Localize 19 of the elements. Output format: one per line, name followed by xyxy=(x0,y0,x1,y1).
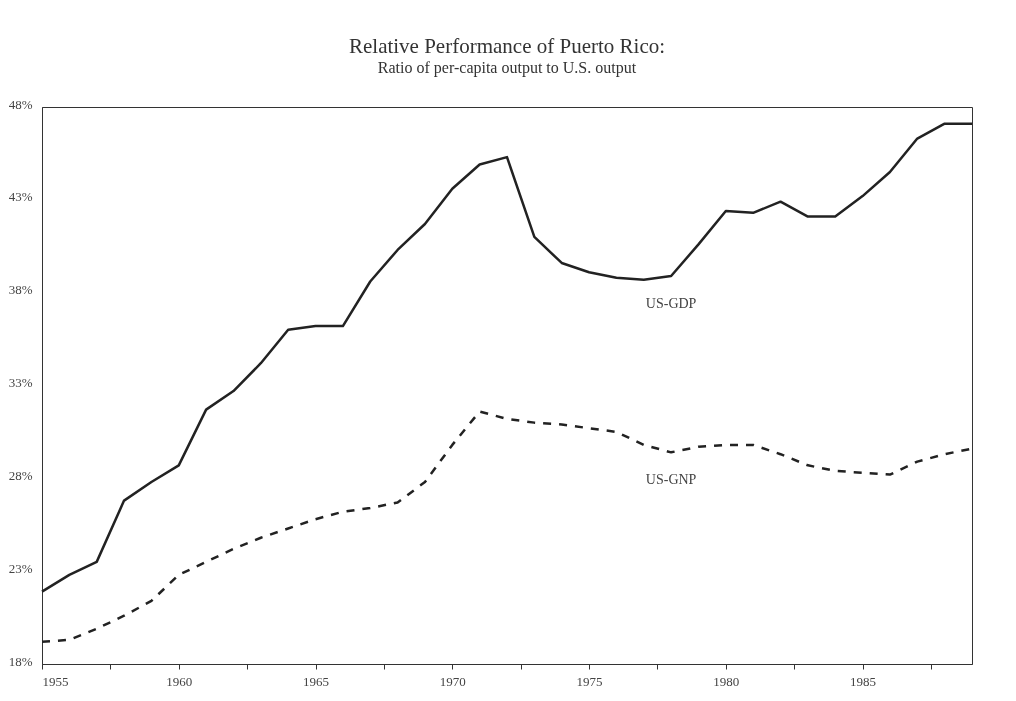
x-tick-label: 1955 xyxy=(42,673,69,689)
y-tick-label: 48% xyxy=(8,96,33,112)
x-tick-label: 1965 xyxy=(303,673,330,689)
series-label: US-GDP xyxy=(645,295,697,311)
y-tick-label: 38% xyxy=(8,282,33,298)
y-tick-label: 43% xyxy=(8,189,33,205)
x-tick-label: 1985 xyxy=(850,673,877,689)
line-series xyxy=(40,122,974,593)
x-tick-label: 1980 xyxy=(713,673,740,689)
x-tick-label: 1975 xyxy=(576,673,603,689)
y-tick-label: 33% xyxy=(8,375,33,390)
y-tick-label: 18% xyxy=(8,653,33,669)
y-tick-label: 23% xyxy=(8,560,33,576)
x-tick-label: 1970 xyxy=(439,673,466,689)
y-tick-label: 28% xyxy=(8,467,33,483)
series-label: US-GNP xyxy=(645,472,697,488)
x-tick-label: 1960 xyxy=(166,673,193,689)
chart-subtitle: Ratio of per-capita output to U.S. output xyxy=(377,59,637,77)
chart-title: Relative Performance of Puerto Rico: xyxy=(348,34,666,58)
